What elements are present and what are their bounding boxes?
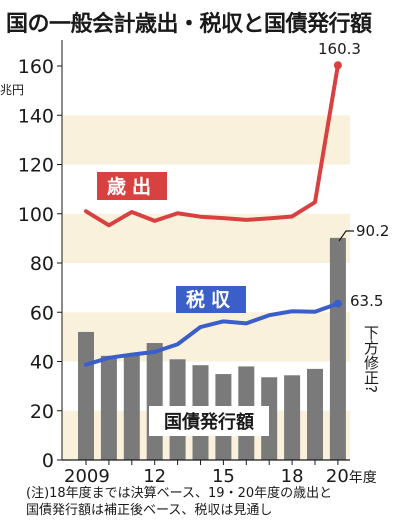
background-band	[62, 312, 350, 362]
unit-label: 兆円	[0, 83, 24, 97]
series-label-bonds: 国債発行額	[164, 411, 254, 433]
bond-bar	[261, 377, 278, 460]
bond-bar	[123, 354, 140, 460]
y-tick-label: 80	[30, 253, 54, 275]
x-tick-label: 18	[281, 466, 304, 487]
annotation-leader-bonds	[338, 230, 354, 242]
annotation-tax-2020: 63.5	[350, 292, 383, 310]
y-tick-label: 100	[18, 204, 54, 226]
y-tick-label: 160	[18, 56, 54, 78]
series-lines	[84, 61, 342, 367]
x-tick-label: 2009	[64, 466, 110, 487]
x-tick-label: 20年度	[326, 466, 377, 487]
expenditure-label: 歳出	[97, 172, 167, 200]
expenditure-endpoint	[333, 61, 342, 70]
y-tick-label: 40	[30, 352, 54, 374]
annotation-expenditure-2020: 160.3	[318, 40, 361, 58]
tax-label: 税収	[176, 286, 246, 313]
background-band	[62, 115, 350, 165]
expenditure-line	[84, 63, 340, 228]
x-tick-label: 12	[143, 466, 166, 487]
chart-title: 国の一般会計歳出・税収と国債発行額	[6, 12, 372, 37]
bond-bar	[146, 343, 163, 460]
tax-endpoint	[333, 299, 342, 308]
y-tick-label: 60	[30, 302, 54, 324]
annotation-bonds-2020: 90.2	[356, 222, 389, 240]
footnote: (注)18年度までは決算ベース、19・20年度の歳出と 国債発行額は補正後ベース…	[26, 485, 402, 519]
footnote-line-2: 国債発行額は補正後ベース、税収は見通し	[26, 503, 273, 518]
background-band-top	[62, 40, 350, 66]
x-tick-label: 15	[212, 466, 235, 487]
bond-bar	[284, 375, 301, 460]
y-tick-label: 140	[18, 105, 54, 127]
bond-bar	[78, 331, 94, 460]
bonds-label: 国債発行額	[149, 406, 269, 436]
bond-bar	[100, 355, 117, 460]
series-label-expenditure: 歳出	[107, 175, 157, 198]
footnote-line-1: (注)18年度までは決算ベース、19・20年度の歳出と	[26, 486, 333, 501]
y-axis-ticks: 0 20 40 60 80 100 120 140 160	[18, 40, 63, 472]
y-tick-label: 120	[18, 155, 54, 177]
bond-bar	[307, 368, 323, 460]
y-tick-label: 0	[42, 450, 54, 472]
background-band	[62, 213, 350, 263]
x-axis: 2009 12 15 18 20年度	[62, 459, 377, 487]
series-label-tax: 税収	[186, 288, 236, 311]
tax-line	[84, 301, 340, 367]
annotation-tax-revision: 下方修正?	[362, 325, 380, 393]
bond-bar	[329, 237, 346, 460]
y-tick-label: 20	[30, 401, 54, 423]
background-bands	[62, 40, 350, 460]
